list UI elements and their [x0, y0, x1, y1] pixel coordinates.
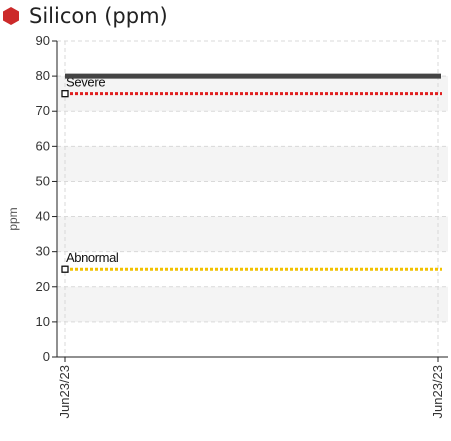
y-tick-label: 50: [36, 173, 50, 188]
y-tick-label: 60: [36, 138, 50, 153]
chart-title-text: Silicon (ppm): [29, 4, 168, 28]
threshold-marker-abnormal: [61, 265, 69, 273]
y-tick-label: 10: [36, 314, 50, 329]
y-tick-label: 90: [36, 33, 50, 48]
y-tick-label: 80: [36, 68, 50, 83]
y-tick-label: 40: [36, 209, 50, 224]
grid-band: [57, 216, 448, 252]
threshold-label-abnormal: Abnormal: [66, 250, 119, 265]
grid-band: [57, 286, 448, 322]
hexagon-icon: [3, 7, 19, 25]
y-tick-label: 0: [43, 349, 50, 364]
x-tick-label: Jun23/23: [430, 365, 445, 419]
y-axis-label: ppm: [6, 207, 20, 230]
x-tick-label: Jun23/23: [57, 365, 72, 419]
threshold-marker-severe: [61, 90, 69, 98]
y-tick-label: 70: [36, 103, 50, 118]
grid-band: [57, 146, 448, 182]
y-tick-label: 30: [36, 244, 50, 259]
y-tick-label: 20: [36, 279, 50, 294]
chart-title: Silicon (ppm): [0, 0, 168, 32]
